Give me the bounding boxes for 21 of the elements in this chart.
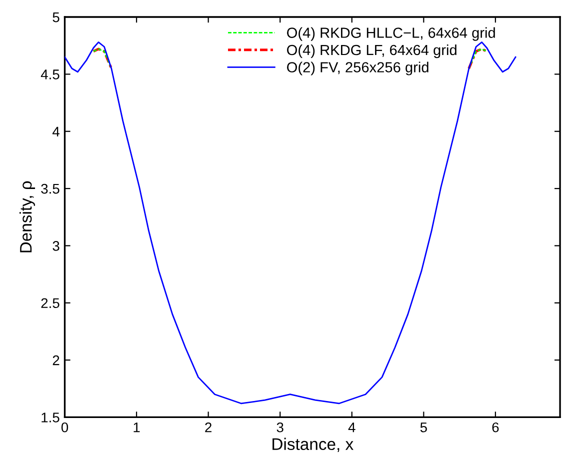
x-tick-label: 5: [420, 422, 427, 432]
legend-label: O(4) RKDG LF, 64x64 grid: [287, 44, 456, 58]
line-series: [64, 41, 516, 404]
legend-label: O(2) FV, 256x256 grid: [287, 62, 428, 76]
y-tick-label: 2: [52, 355, 60, 366]
x-tick-label: 2: [205, 422, 212, 432]
x-tick-label: 1: [134, 422, 140, 432]
y-tick-label: 4: [52, 126, 60, 136]
x-tick-label: 4: [348, 422, 356, 432]
x-tick-label: 6: [492, 422, 499, 432]
x-tick-label: 0: [61, 422, 68, 432]
y-tick-label: 1.5: [42, 412, 60, 422]
y-tick-label: 5: [52, 12, 60, 22]
y-tick-label: 3.5: [41, 184, 60, 194]
y-tick-label: 3: [52, 241, 60, 251]
x-axis-title: Distance, x: [272, 438, 354, 452]
y-tick-label: 4.5: [40, 70, 60, 80]
x-tick-label: 3: [276, 422, 284, 432]
y-tick-label: 2.5: [41, 298, 60, 308]
y-axis-title: Density, ρ: [19, 181, 36, 252]
legend-label: O(4) RKDG HLLC−L, 64x64 grid: [287, 27, 495, 41]
